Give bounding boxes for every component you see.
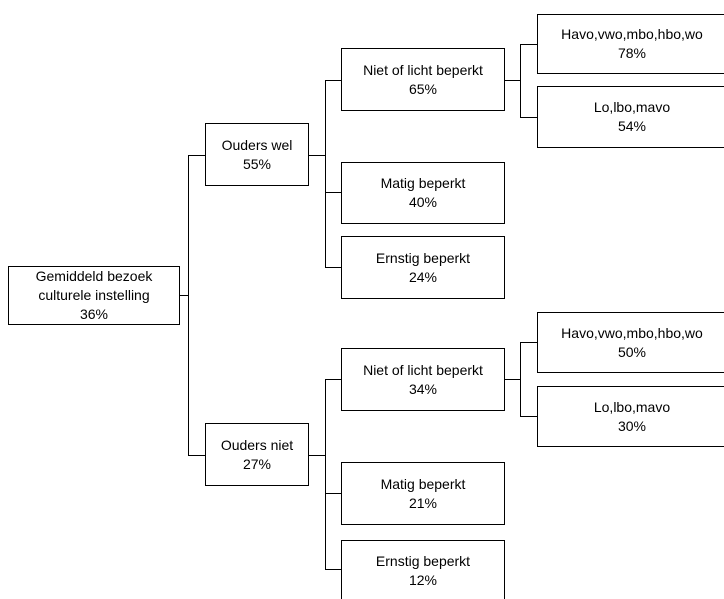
node-value: 21% <box>408 494 438 511</box>
node-niet-matig-beperkt: Matig beperkt 21% <box>341 462 505 525</box>
node-label: Lo,lbo,mavo <box>593 398 671 415</box>
root-label-line1: Gemiddeld bezoek <box>35 268 153 284</box>
node-label: Lo,lbo,mavo <box>593 99 671 115</box>
node-niet-havo-vwo: Havo,vwo,mbo,hbo,wo 50% <box>537 312 724 373</box>
node-label: Niet of licht beperkt <box>363 361 483 378</box>
node-label: Ernstig beperkt <box>375 249 471 266</box>
node-wel-lo-lbo-mavo: Lo,lbo,mavo 54% <box>537 86 724 148</box>
node-ouders-niet-label: Ouders niet <box>220 436 294 453</box>
node-ouders-wel: Ouders wel 55% <box>205 123 309 186</box>
node-niet-niet-of-licht-beperkt: Niet of licht beperkt 34% <box>341 348 505 411</box>
node-label: Matig beperkt <box>380 475 466 492</box>
node-ouders-wel-value: 55% <box>242 155 272 172</box>
node-value: 54% <box>617 118 647 134</box>
node-label: Niet of licht beperkt <box>363 61 483 78</box>
node-value: 34% <box>408 380 438 397</box>
node-label: Havo,vwo,mbo,hbo,wo <box>561 324 703 341</box>
node-value: 40% <box>408 194 438 210</box>
node-wel-niet-of-licht-beperkt: Niet of licht beperkt 65% <box>341 48 505 111</box>
root-node: Gemiddeld bezoek culturele instelling 36… <box>8 266 180 325</box>
node-value: 78% <box>617 45 647 61</box>
root-label-line2: culturele instelling <box>38 287 150 303</box>
node-ouders-wel-label: Ouders wel <box>221 136 293 153</box>
node-wel-havo-vwo: Havo,vwo,mbo,hbo,wo 78% <box>537 14 724 74</box>
node-label: Ernstig beperkt <box>375 553 471 569</box>
node-ouders-niet: Ouders niet 27% <box>205 423 309 486</box>
node-niet-lo-lbo-mavo: Lo,lbo,mavo 30% <box>537 386 724 447</box>
node-wel-ernstig-beperkt: Ernstig beperkt 24% <box>341 236 505 299</box>
node-value: 12% <box>408 572 438 588</box>
node-value: 30% <box>617 417 647 434</box>
node-value: 50% <box>617 343 647 360</box>
node-label: Matig beperkt <box>380 175 466 191</box>
node-wel-matig-beperkt: Matig beperkt 40% <box>341 162 505 224</box>
node-niet-ernstig-beperkt: Ernstig beperkt 12% <box>341 540 505 599</box>
node-value: 65% <box>408 80 438 97</box>
root-value: 36% <box>79 306 109 322</box>
node-label: Havo,vwo,mbo,hbo,wo <box>561 26 703 42</box>
node-value: 24% <box>408 268 438 285</box>
node-ouders-niet-value: 27% <box>242 455 272 472</box>
